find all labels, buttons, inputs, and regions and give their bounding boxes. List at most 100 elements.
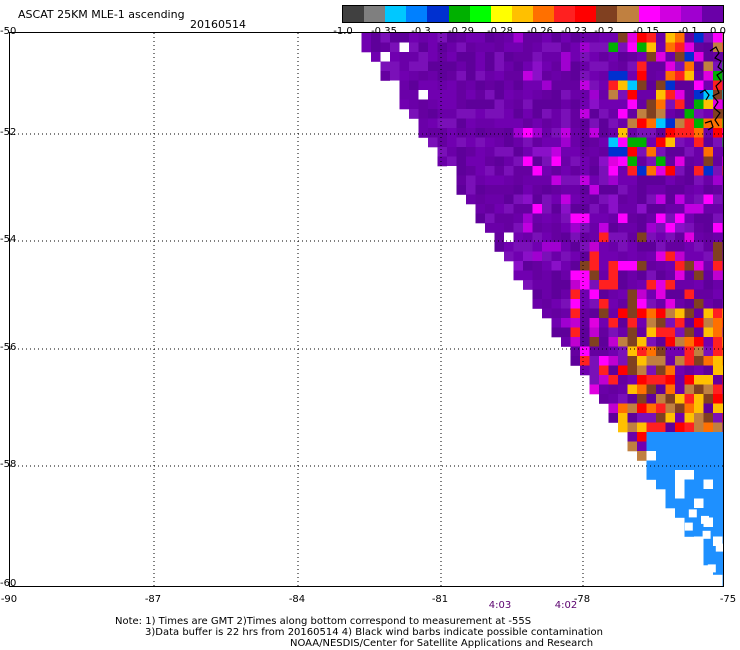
swath-cell [665, 498, 676, 509]
swath-cell [656, 166, 666, 176]
swath-cell [580, 337, 590, 347]
swath-cell [570, 147, 581, 157]
swath-cell [722, 280, 723, 290]
swath-cell [570, 109, 581, 119]
swath-cell [713, 394, 723, 404]
swath-cell [618, 403, 628, 414]
swath-cell [428, 42, 438, 53]
swath-cell [580, 166, 590, 176]
swath-cell [722, 61, 723, 72]
swath-cell [703, 270, 714, 281]
swath-cell [456, 61, 467, 72]
swath-cell [570, 166, 581, 176]
swath-cell [561, 128, 571, 138]
swath-cell [722, 470, 723, 480]
swath-cell [618, 232, 628, 243]
swath-cell [694, 441, 704, 452]
swath-cell [713, 194, 723, 205]
swath-cell [390, 80, 400, 91]
swath-cell [513, 137, 524, 148]
swath-cell [504, 204, 514, 214]
swath-cell [722, 489, 723, 499]
swath-cell [608, 99, 619, 110]
swath-cell [532, 223, 543, 233]
swath-cell [475, 90, 486, 100]
swath-cell [684, 346, 695, 357]
swath-cell [665, 394, 676, 404]
swath-cell [532, 118, 543, 129]
swath-cell [637, 99, 647, 110]
swath-cell [561, 308, 571, 319]
swath-cell [703, 99, 714, 110]
swath-cell [665, 232, 676, 243]
swath-cell [627, 413, 638, 423]
swath-cell [646, 299, 657, 309]
swath-cell [561, 213, 571, 224]
swath-cell [570, 90, 581, 100]
swath-cell [637, 156, 647, 167]
swath-cell [570, 242, 581, 252]
swath-cell [447, 90, 457, 100]
swath-cell [646, 441, 657, 452]
swath-cell [466, 109, 476, 119]
swath-cell [627, 42, 638, 53]
swath-cell [551, 194, 562, 205]
swath-cell [656, 280, 666, 290]
swath-cell [646, 384, 657, 395]
swath-cell [513, 185, 524, 195]
swath-cell [684, 318, 695, 328]
swath-cell [589, 251, 600, 262]
swath-cell [532, 242, 543, 252]
swath-cell [532, 280, 543, 290]
swath-cell [599, 128, 609, 138]
swath-cell [665, 251, 676, 262]
swath-cell [646, 71, 657, 81]
swath-cell [675, 280, 685, 290]
swath-cell [561, 270, 571, 281]
swath-cell [694, 137, 704, 148]
swath-cell [513, 33, 524, 43]
swath-cell [580, 232, 590, 243]
swath-cell [722, 175, 723, 186]
swath-cell [504, 128, 514, 138]
swath-cell [703, 327, 714, 338]
swath-cell [399, 71, 410, 81]
swath-cell [532, 204, 543, 214]
swath-cell [523, 52, 533, 62]
swath-cell [589, 118, 600, 129]
swath-cell [513, 99, 524, 110]
swath-cell [608, 327, 619, 338]
swath-cell [675, 232, 685, 243]
swath-cell [656, 299, 666, 309]
swath-map[interactable] [9, 32, 724, 587]
swath-cell [437, 118, 448, 129]
swath-cell [694, 517, 704, 528]
swath-cell [684, 185, 695, 195]
swath-cell [703, 413, 714, 423]
swath-cell [504, 251, 514, 262]
swath-cell [599, 185, 609, 195]
swath-cell [722, 327, 723, 338]
swath-cell [694, 61, 704, 72]
swath-cell [361, 33, 372, 43]
swath-cell [418, 118, 429, 129]
swath-cell [494, 52, 505, 62]
swath-cell [437, 61, 448, 72]
swath-cell [523, 137, 533, 148]
swath-cell [561, 261, 571, 271]
swath-cell [618, 375, 628, 385]
swath-cell [589, 90, 600, 100]
swath-cell [637, 71, 647, 81]
swath-cell [608, 413, 619, 423]
swath-cell [713, 460, 723, 471]
color-swatch [575, 6, 597, 22]
swath-cell [665, 403, 676, 414]
swath-cell [437, 90, 448, 100]
swath-cell [599, 61, 609, 72]
swath-cell [390, 71, 400, 81]
swath-cell [665, 204, 676, 214]
swath-cell [637, 147, 647, 157]
swath-cell [665, 213, 676, 224]
swath-cell [456, 42, 467, 53]
swath-cell [504, 33, 514, 43]
